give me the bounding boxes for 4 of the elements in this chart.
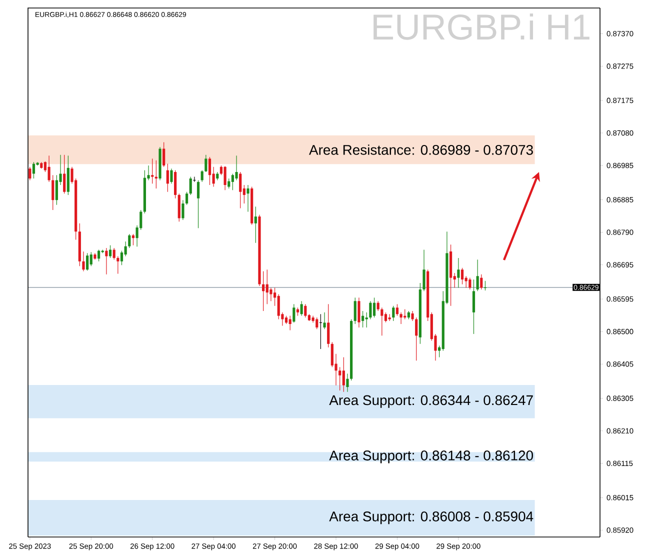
band-label: Area Support: 0.86344 - 0.86247 <box>329 395 533 408</box>
band-label: Area Support: 0.86148 - 0.86120 <box>329 450 534 464</box>
band-label: Area Resistance: 0.86989 - 0.87073 <box>309 144 533 155</box>
band-label: Area Support: 0.86008 - 0.85904 <box>329 512 534 524</box>
